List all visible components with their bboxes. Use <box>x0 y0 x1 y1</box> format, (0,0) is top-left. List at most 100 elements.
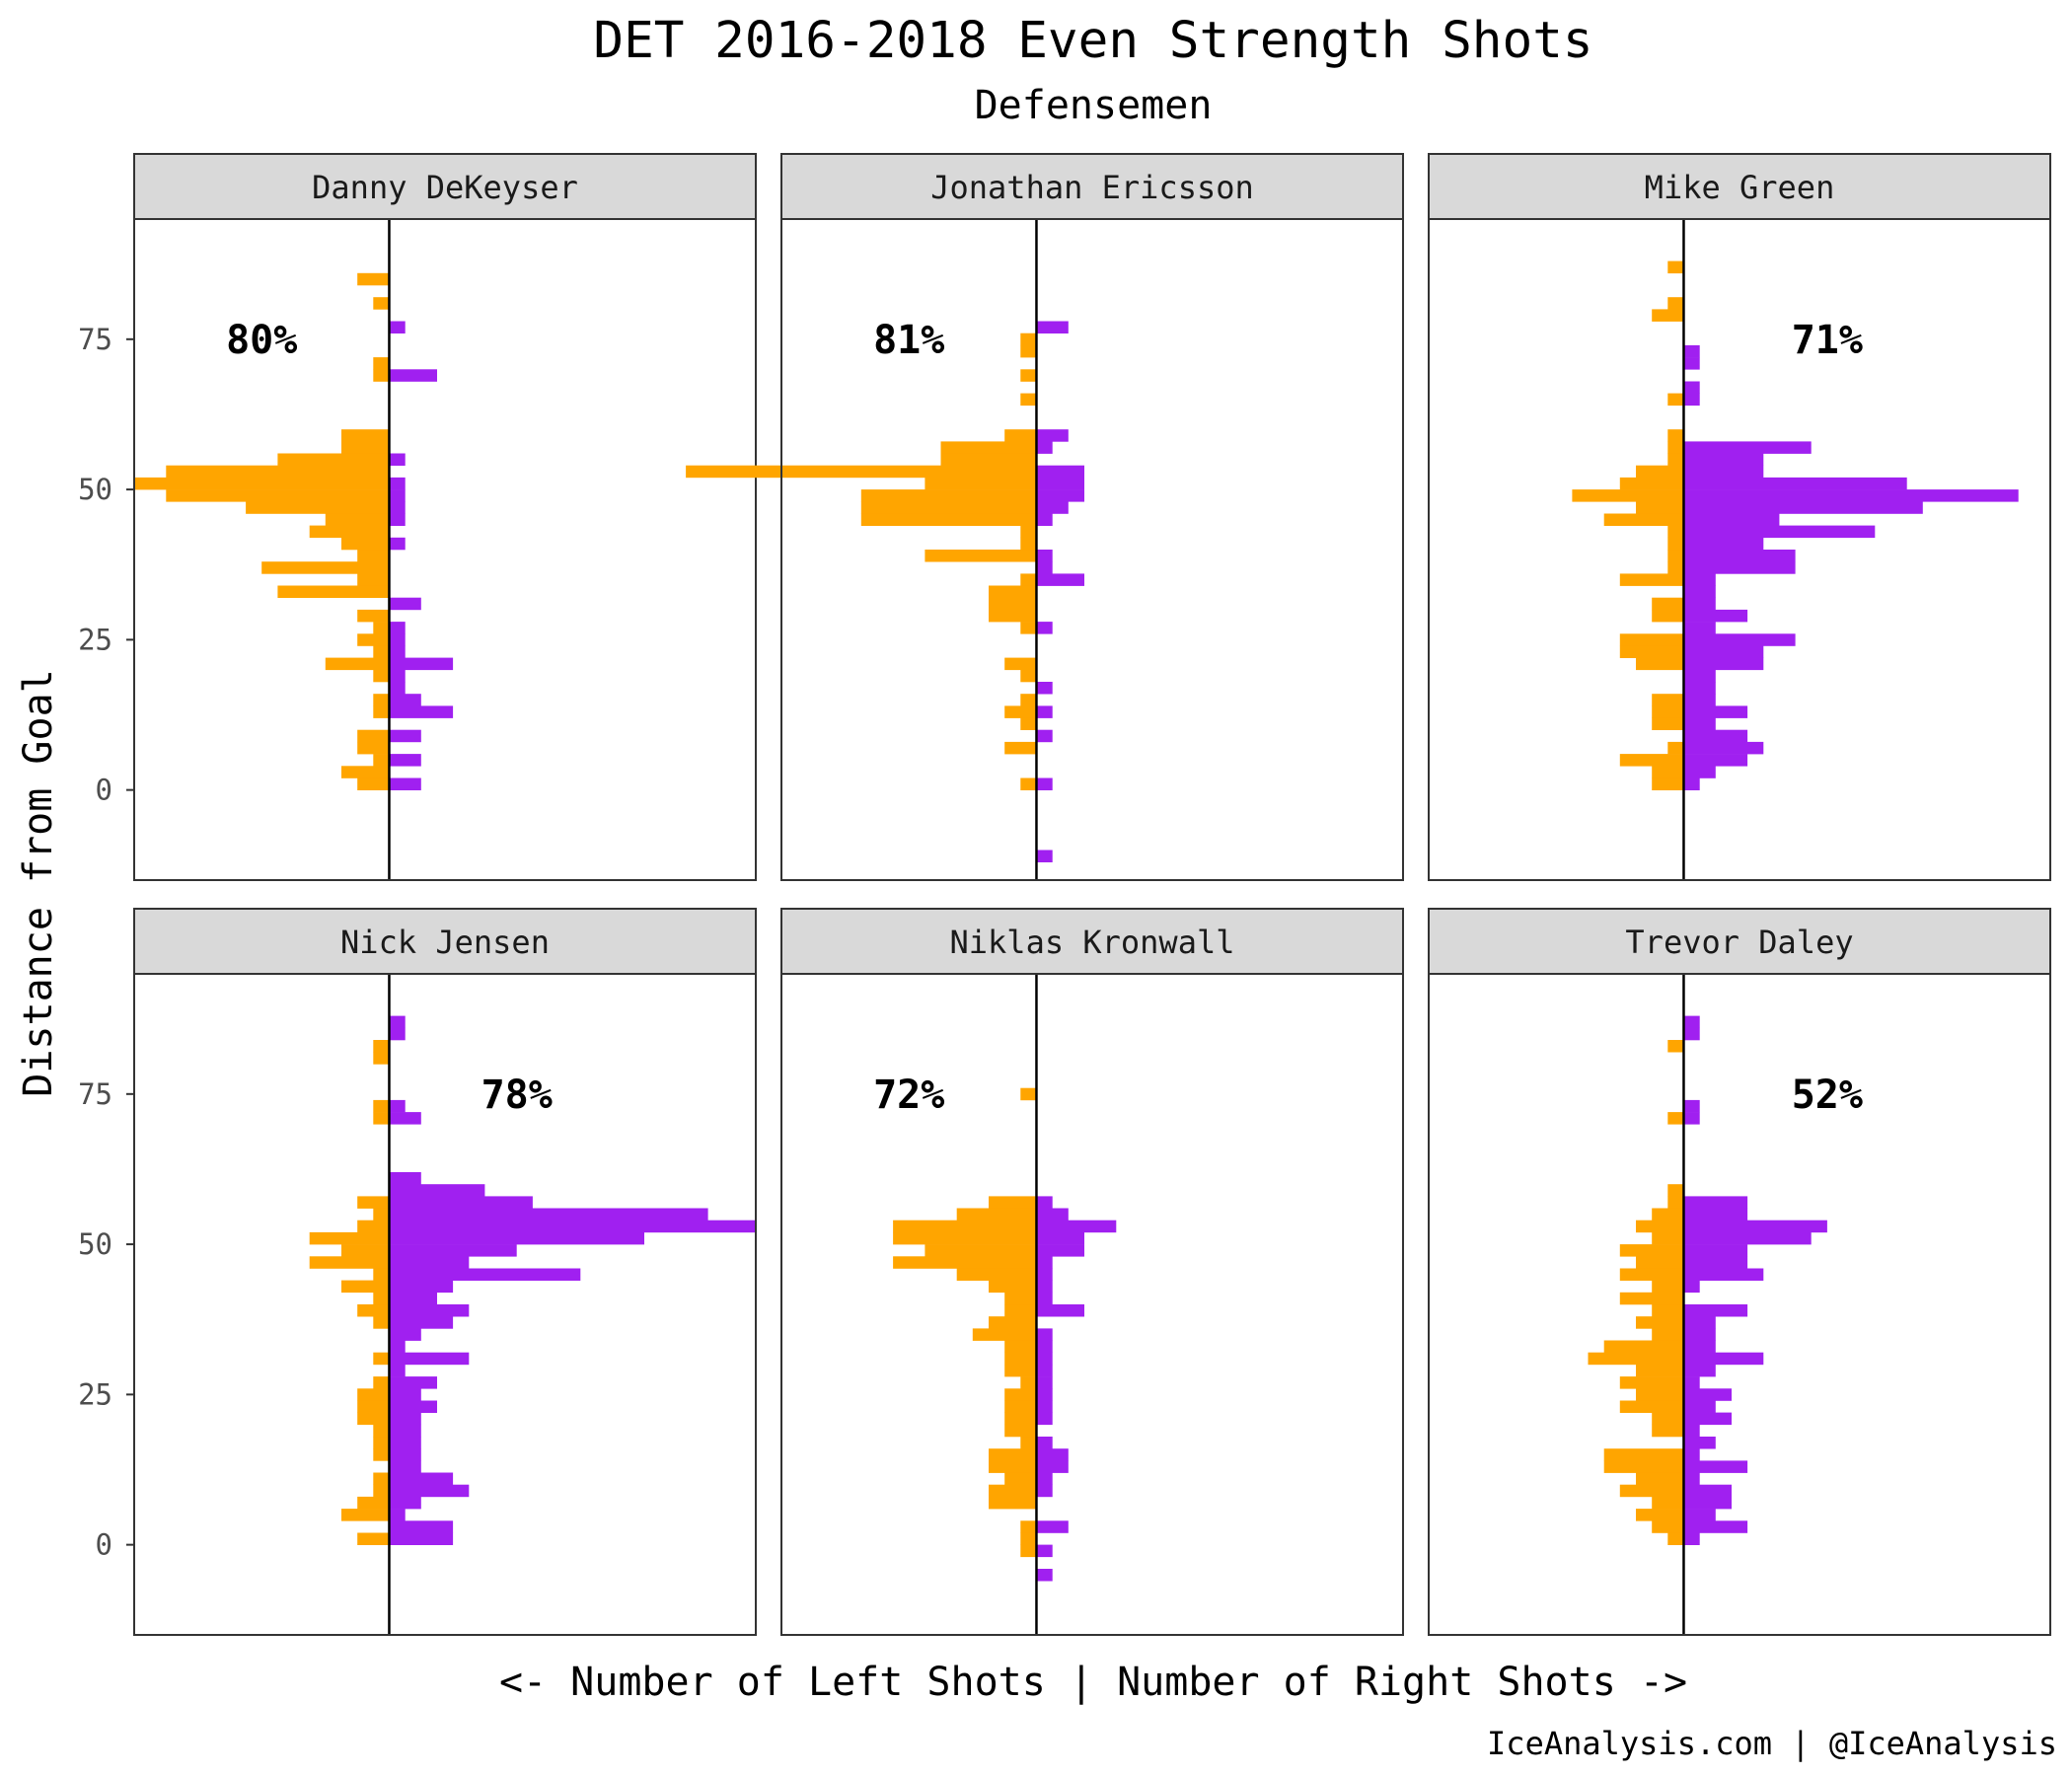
right-shot-bar <box>1036 550 1053 562</box>
right-shot-bar <box>389 1220 756 1233</box>
right-shot-bar <box>389 669 406 683</box>
right-shot-bar <box>1683 441 1812 454</box>
left-shot-bar <box>1004 1412 1037 1426</box>
left-shot-bar <box>1636 1316 1684 1329</box>
left-shot-bar <box>1020 573 1037 586</box>
left-shot-bar <box>1020 1544 1037 1558</box>
y-tick-label: 25 <box>78 623 112 656</box>
right-shot-bar <box>1683 453 1764 466</box>
right-shot-bar <box>1036 1544 1053 1558</box>
left-shot-bar <box>1636 1364 1684 1377</box>
left-shot-bar <box>1020 1376 1037 1389</box>
left-shot-bar <box>341 1280 390 1294</box>
right-shot-bar <box>389 1231 644 1245</box>
right-shot-bar <box>1683 1400 1716 1413</box>
left-shot-bar <box>1636 1472 1684 1485</box>
right-shot-bar <box>389 1316 454 1329</box>
right-shot-bar <box>1036 1280 1053 1294</box>
right-shot-bar <box>1683 465 1764 479</box>
left-shot-bar <box>989 1316 1037 1329</box>
right-shot-bar <box>389 1304 470 1317</box>
right-shot-bar <box>1036 1520 1069 1533</box>
strip-header <box>780 153 1404 220</box>
strip-header <box>1428 153 2051 220</box>
left-shot-bar <box>1636 1509 1684 1521</box>
right-shot-bar <box>389 657 454 671</box>
right-shot-bar <box>389 1412 421 1426</box>
left-shot-bar <box>373 1052 390 1065</box>
left-shot-bar <box>925 1244 1037 1257</box>
left-shot-bar <box>1652 705 1684 718</box>
right-shot-bar <box>389 1400 437 1413</box>
left-shot-bar <box>956 1208 1037 1221</box>
left-shot-bar <box>1603 1448 1684 1461</box>
right-shot-bar <box>1036 1460 1069 1473</box>
right-shot-bar <box>1683 1015 1700 1029</box>
right-shot-bar <box>1683 1196 1748 1209</box>
right-shot-bar <box>1683 1208 1748 1221</box>
left-shot-bar <box>309 1231 390 1245</box>
right-shot-bar <box>1036 777 1053 790</box>
right-shot-bar <box>389 477 406 490</box>
left-shot-bar <box>1652 766 1684 778</box>
left-shot-bar <box>277 453 390 466</box>
panel-title: Mike Green <box>1645 169 1835 206</box>
y-tick-label: 0 <box>96 774 112 807</box>
right-shot-bar <box>389 1244 517 1257</box>
left-shot-bar <box>925 550 1037 562</box>
right-shot-bar <box>1036 489 1084 502</box>
left-shot-bar <box>341 537 390 551</box>
chart-caption: IceAnalysis.com | @IceAnalysis <box>1487 1725 2057 1762</box>
left-shot-bar <box>1004 1388 1037 1401</box>
right-shot-bar <box>389 1340 406 1353</box>
left-shot-bar <box>1004 657 1037 671</box>
right-shot-bar <box>1683 766 1716 778</box>
right-shot-bar <box>389 537 406 551</box>
left-shot-bar <box>1004 1292 1037 1305</box>
left-shot-bar <box>1020 369 1037 382</box>
left-shot-bar <box>1667 1184 1684 1197</box>
left-shot-bar <box>1667 1040 1684 1053</box>
right-shot-bar <box>1683 1496 1732 1510</box>
right-shot-bar <box>1683 1231 1812 1245</box>
left-shot-bar <box>1652 1231 1684 1245</box>
right-shot-bar <box>389 1112 421 1125</box>
left-shot-bar <box>1020 1532 1037 1545</box>
left-shot-bar <box>373 1448 390 1461</box>
left-shot-bar <box>373 1472 390 1485</box>
panel-border <box>133 973 757 1636</box>
right-shot-bar <box>1036 1364 1053 1377</box>
panel-border <box>1428 218 2051 881</box>
left-shot-bar <box>925 477 1037 490</box>
left-shot-bar <box>357 777 390 790</box>
right-shot-bar <box>1683 537 1764 551</box>
left-shot-bar <box>373 1437 390 1449</box>
left-shot-bar <box>1020 777 1037 790</box>
left-shot-bar <box>1636 1388 1684 1401</box>
right-shot-bar <box>389 1352 470 1366</box>
right-shot-bar <box>389 705 454 718</box>
right-shot-bar <box>1683 609 1748 623</box>
right-shot-bar <box>1036 1484 1053 1498</box>
right-shot-bar <box>389 1328 421 1341</box>
right-shot-bar <box>389 633 406 646</box>
left-shot-bar <box>1020 669 1037 683</box>
left-shot-bar <box>1020 525 1037 539</box>
right-shot-bar <box>1036 622 1053 634</box>
left-shot-bar <box>341 441 390 454</box>
left-shot-bar <box>1020 537 1037 551</box>
y-tick-label: 0 <box>96 1528 112 1562</box>
left-shot-bar <box>1652 1328 1684 1341</box>
right-shot-bar <box>1683 561 1796 574</box>
left-shot-bar <box>1020 393 1037 407</box>
left-shot-bar <box>1603 1340 1684 1353</box>
left-shot-bar <box>357 1220 390 1233</box>
left-shot-bar <box>989 1496 1037 1510</box>
left-shot-bar <box>1652 597 1684 611</box>
right-shot-bar <box>1683 513 1780 526</box>
left-shot-bar <box>1004 1340 1037 1353</box>
panel: Mike Green 71% <box>1428 153 2051 881</box>
right-shot-bar <box>1036 501 1069 514</box>
right-shot-bar <box>1036 513 1053 526</box>
